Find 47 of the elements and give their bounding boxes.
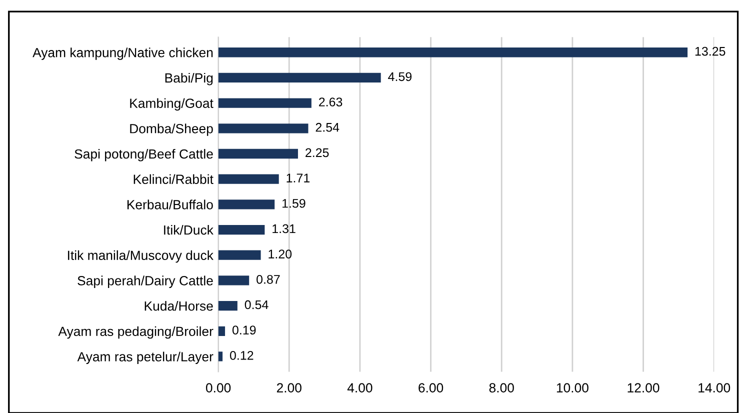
x-tick-label: 12.00 <box>628 383 660 393</box>
data-label: 1.20 <box>268 250 292 258</box>
bar <box>218 224 265 235</box>
x-tick-label: 6.00 <box>418 383 444 393</box>
x-tick-label: 8.00 <box>489 383 514 393</box>
y-tick-label: Sapi potong/Beef Cattle <box>74 148 213 162</box>
bar <box>218 352 223 362</box>
y-tick-label: Ayam kampung/Native chicken <box>32 48 213 60</box>
y-tick-label: Ayam ras pedaging/Broiler <box>58 326 214 339</box>
data-label: 0.12 <box>230 351 254 360</box>
y-tick-label: Itik manila/Muscovy duck <box>68 250 214 263</box>
x-tick-label: 0.00 <box>206 383 231 393</box>
y-tick-label: Kelinci/Rabbit <box>134 174 214 184</box>
bar <box>218 200 275 210</box>
data-label: 2.63 <box>319 98 342 106</box>
bar <box>218 276 250 286</box>
x-tick-label: 4.00 <box>347 383 372 393</box>
y-tick-label: Sapi perah/Dairy Cattle <box>78 276 213 288</box>
bar <box>218 300 238 311</box>
x-tick-label: 10.00 <box>556 383 588 393</box>
y-tick-label: Babi/Pig <box>165 72 213 86</box>
y-tick-label: Ayam ras petelur/Layer <box>77 352 214 364</box>
bar <box>218 148 298 159</box>
y-tick-label: Kerbau/Buffalo <box>127 200 213 210</box>
x-tick-label: 14.00 <box>698 383 730 393</box>
bar <box>218 250 261 260</box>
bar <box>218 98 312 108</box>
bar <box>218 72 381 83</box>
y-tick-label: Kambing/Goat <box>130 98 214 111</box>
y-tick-label: Domba/Sheep <box>130 124 213 136</box>
data-label: 0.87 <box>256 274 280 284</box>
bar <box>218 48 688 58</box>
bar <box>218 326 226 336</box>
data-label: 13.25 <box>695 46 726 56</box>
data-label: 4.59 <box>388 72 412 82</box>
x-tick-label: 2.00 <box>276 383 302 393</box>
data-label: 1.59 <box>282 198 306 208</box>
bar <box>218 174 279 184</box>
data-label: 2.54 <box>316 122 340 132</box>
data-label: 1.71 <box>286 174 310 182</box>
data-label: 2.25 <box>306 148 329 158</box>
bar <box>218 124 308 134</box>
data-label: 0.19 <box>232 326 256 335</box>
data-label: 0.54 <box>244 300 268 310</box>
y-tick-label: Itik/Duck <box>164 224 214 235</box>
data-label: 1.31 <box>272 224 296 234</box>
y-tick-label: Kuda/Horse <box>144 301 213 311</box>
